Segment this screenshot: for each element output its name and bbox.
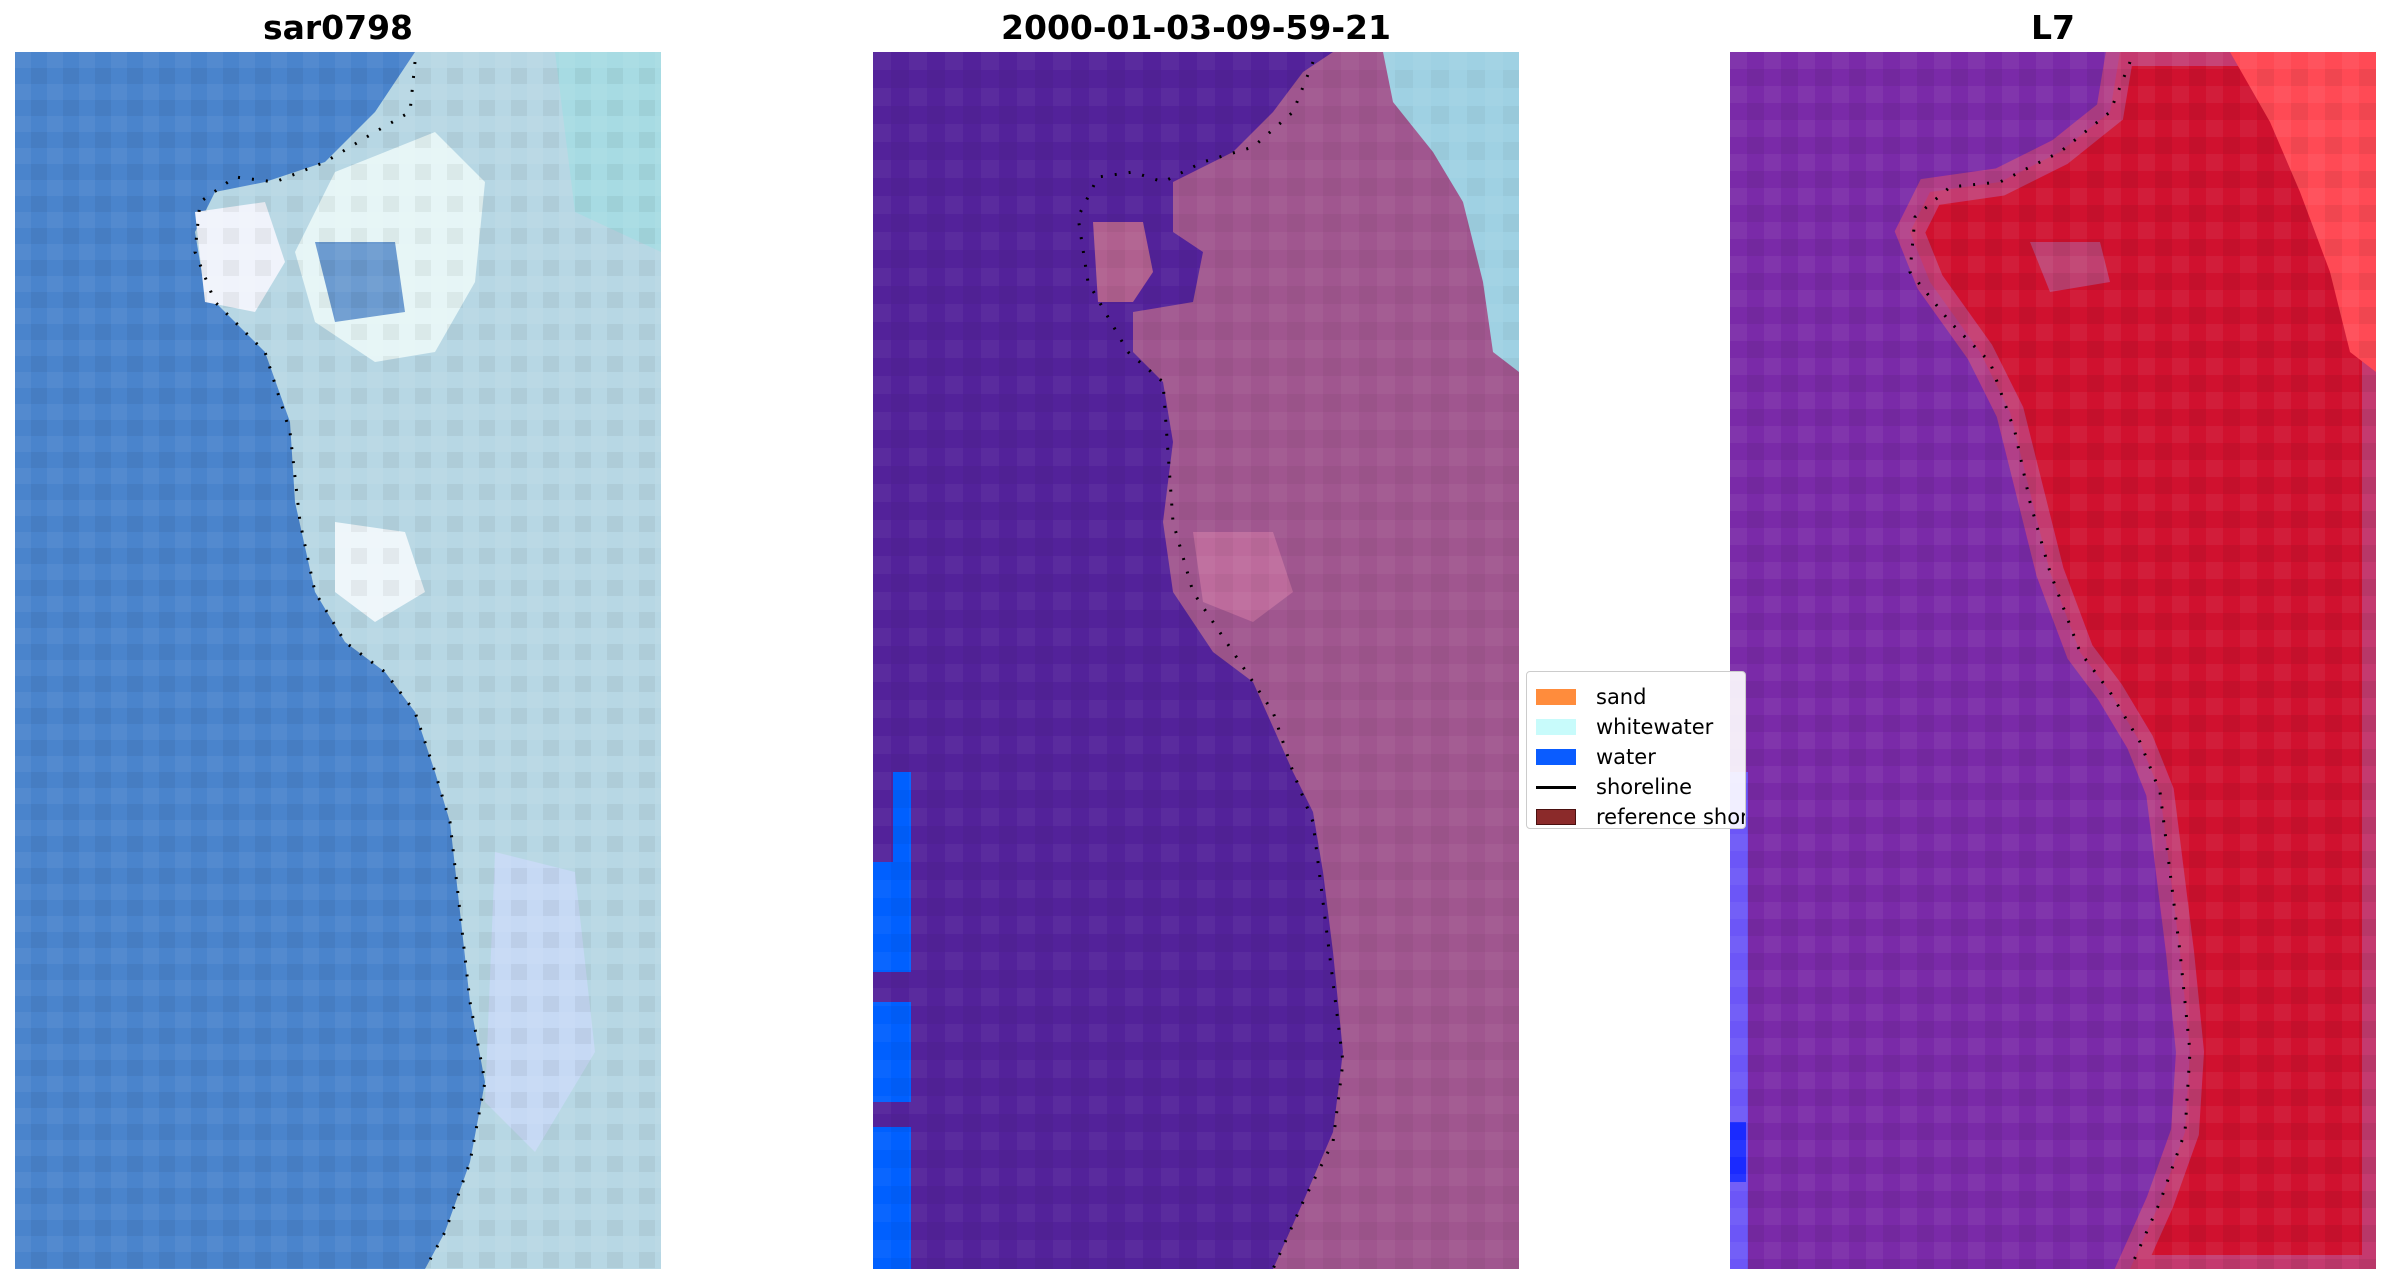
panel-title-classified: 2000-01-03-09-59-21: [1001, 8, 1391, 47]
panel-title-index: L7: [2031, 8, 2075, 47]
legend-item-sand: sand: [1536, 683, 1646, 711]
classified-image: [873, 52, 1519, 1269]
legend-label: shoreline: [1596, 775, 1693, 799]
legend-label: whitewater: [1596, 715, 1714, 739]
legend-swatch-shoreline: [1536, 785, 1576, 789]
legend-item-whitewater: whitewater: [1536, 713, 1713, 741]
legend-swatch-reference-shoreline: [1536, 809, 1576, 825]
index-image: [1730, 52, 2376, 1269]
legend-item-reference-shoreline: reference shoreline: [1536, 803, 1746, 829]
legend-label: water: [1596, 745, 1656, 769]
index-image-panel: [1730, 52, 2376, 1269]
legend-swatch-whitewater: [1536, 719, 1576, 735]
legend-swatch-water: [1536, 749, 1576, 765]
rgb-image-panel: [15, 52, 661, 1269]
legend-item-water: water: [1536, 743, 1656, 771]
classified-image-panel: [873, 52, 1519, 1269]
legend-label: reference shoreline: [1596, 805, 1746, 829]
legend-item-shoreline: shoreline: [1536, 773, 1692, 801]
legend: sand whitewater water shoreline referenc…: [1526, 671, 1746, 829]
rgb-image: [15, 52, 661, 1269]
legend-swatch-sand: [1536, 689, 1576, 705]
legend-label: sand: [1596, 685, 1647, 709]
panel-title-rgb: sar0798: [262, 8, 414, 47]
